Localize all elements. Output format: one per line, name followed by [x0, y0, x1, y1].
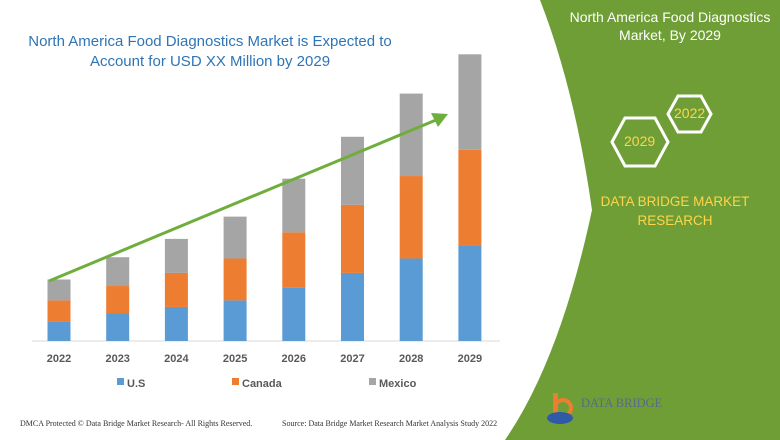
- bar-canada-2022: [47, 300, 71, 322]
- x-tick-label: 2027: [340, 353, 364, 365]
- bar-mexico-2028: [399, 93, 423, 177]
- bar-canada-2028: [399, 176, 423, 259]
- hex-year-2022: 2022: [674, 105, 706, 121]
- x-tick-label: 2025: [223, 353, 247, 365]
- logo-text: DATA BRIDGE: [581, 396, 663, 410]
- bar-mexico-2025: [223, 216, 247, 259]
- bar-mexico-2024: [164, 238, 188, 273]
- logo-mark-icon: [547, 393, 573, 424]
- x-tick-label: 2023: [105, 353, 129, 365]
- legend-swatch-2: [369, 378, 376, 385]
- footer-copyright: DMCA Protected © Data Bridge Market Rese…: [20, 419, 253, 428]
- bar-us-2024: [164, 306, 188, 341]
- stacked-bar-chart: 2022 2023 2024 2025 2026 2027 2028 2029 U.S Canad…: [32, 54, 500, 390]
- legend-label: Mexico: [379, 378, 417, 390]
- bar-us-2028: [399, 258, 423, 341]
- bar-us-2023: [106, 313, 130, 341]
- bar-canada-2027: [341, 204, 364, 273]
- bar-us-2029: [458, 245, 482, 341]
- x-tick-label: 2029: [458, 353, 482, 365]
- brand-text: DATA BRIDGE MARKET RESEARCH: [600, 194, 750, 228]
- bar-us-2022: [47, 321, 71, 341]
- legend-label: U.S: [127, 378, 145, 390]
- bar-us-2026: [282, 287, 306, 341]
- x-tick-label: 2028: [399, 353, 423, 365]
- trend-arrow-line: [48, 118, 437, 283]
- bar-mexico-2023: [106, 257, 130, 287]
- x-tick-label: 2024: [164, 353, 189, 365]
- hexagon-2022: [666, 94, 713, 134]
- x-tick-label: 2026: [282, 353, 306, 365]
- panel-title: North America Food Diagnostics Market, B…: [569, 9, 771, 43]
- bar-mexico-2022: [47, 279, 71, 301]
- green-panel: [505, 0, 780, 440]
- bar-mexico-2027: [341, 136, 364, 205]
- bar-canada-2029: [458, 149, 482, 246]
- bar-canada-2024: [164, 272, 188, 307]
- chart-title: North America Food Diagnostics Market is…: [28, 33, 392, 70]
- hex-year-2029: 2029: [624, 133, 656, 149]
- hexagon-2029: [610, 116, 670, 168]
- bar-mexico-2029: [458, 54, 482, 150]
- trend-arrow-head-icon: [431, 113, 448, 127]
- bar-mexico-2026: [282, 178, 306, 233]
- bar-canada-2023: [106, 286, 130, 314]
- bar-canada-2026: [282, 232, 306, 288]
- legend-label: Canada: [242, 378, 283, 390]
- legend-swatch-1: [232, 378, 239, 385]
- legend-swatch-0: [117, 378, 124, 385]
- footer-source: Source: Data Bridge Market Research Mark…: [282, 419, 498, 428]
- bar-canada-2025: [223, 258, 247, 301]
- bar-us-2025: [223, 300, 247, 341]
- x-tick-label: 2022: [47, 353, 71, 365]
- bar-us-2027: [341, 272, 364, 341]
